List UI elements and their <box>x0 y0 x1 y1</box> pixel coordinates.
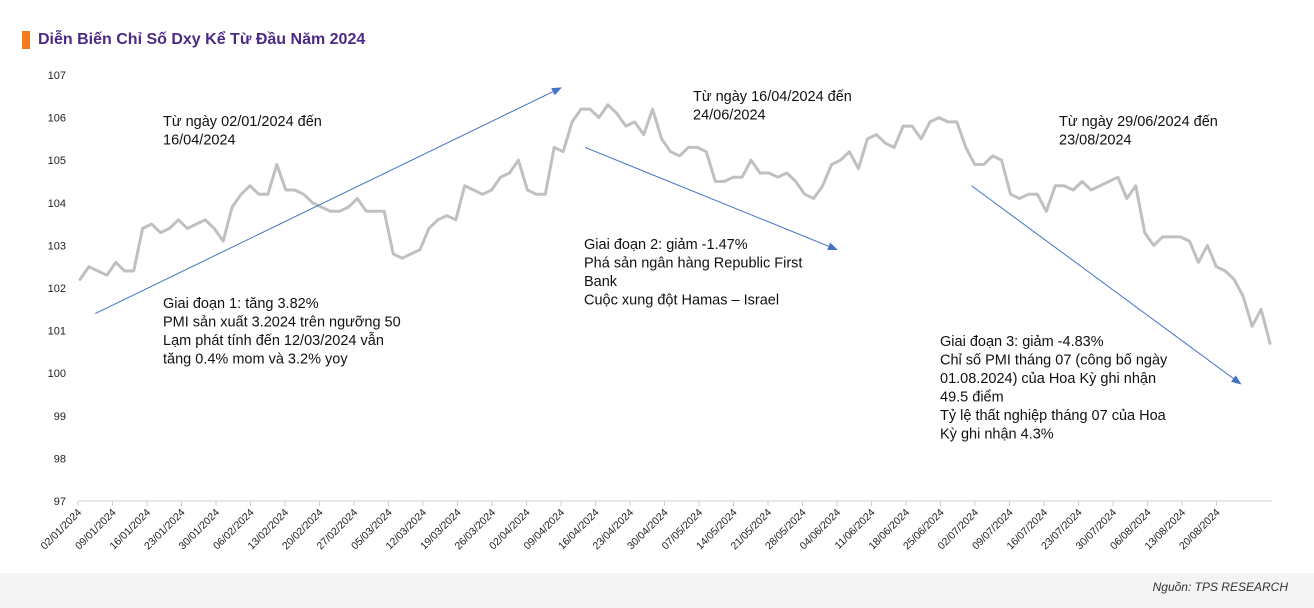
annotation-line: Cuộc xung đột Hamas – Israel <box>584 293 779 309</box>
annotation-line: 01.08.2024) của Hoa Kỳ ghi nhận <box>940 371 1156 387</box>
annotation-line: Giai đoạn 3: giảm -4.83% <box>940 334 1104 350</box>
annotation-line: Từ ngày 02/01/2024 đến <box>163 114 322 130</box>
y-tick-label: 99 <box>54 411 66 423</box>
annotation-line: tăng 0.4% mom và 3.2% yoy <box>163 352 348 368</box>
y-tick-label: 105 <box>48 155 66 167</box>
y-tick-label: 97 <box>54 496 66 508</box>
annotation-line: Kỳ ghi nhận 4.3% <box>940 427 1054 443</box>
y-tick-label: 106 <box>48 113 66 125</box>
annotation-line: 16/04/2024 <box>163 133 236 149</box>
y-tick-label: 103 <box>48 240 66 252</box>
annotation-line: Giai đoạn 1: tăng 3.82% <box>163 296 319 312</box>
series-line-dxy <box>78 103 1272 345</box>
annotation-line: Từ ngày 16/04/2024 đến <box>693 89 852 105</box>
source-note: Nguồn: TPS RESEARCH <box>1152 580 1288 594</box>
annotation-line: Lạm phát tính đến 12/03/2024 vẫn <box>163 332 384 349</box>
annotation-line: Tỷ lệ thất nghiệp tháng 07 của Hoa <box>940 408 1167 424</box>
annotation-line: 24/06/2024 <box>693 108 766 124</box>
annotation-6: Giai đoạn 3: giảm -4.83% Chỉ số PMI tháng… <box>940 334 1168 443</box>
footer-band <box>0 573 1314 608</box>
y-tick-label: 100 <box>48 368 66 380</box>
phase-3-trend-arrow <box>971 185 1242 385</box>
annotation-4: Giai đoạn 1: tăng 3.82% PMI sản xuất 3.20… <box>163 296 401 368</box>
chart-series <box>78 103 1272 345</box>
chart-title-bar: Diễn Biến Chỉ Số Dxy Kể Từ Đầu Năm 2024 <box>22 30 365 50</box>
annotation-line: 23/08/2024 <box>1059 133 1132 149</box>
annotation-line: Giai đoạn 2: giảm -1.47% <box>584 237 748 253</box>
annotation-2: Từ ngày 16/04/2024 đến 24/06/2024 <box>693 89 852 124</box>
annotation-line: Chỉ số PMI tháng 07 (công bố ngày <box>940 353 1168 369</box>
trend-arrows <box>95 87 1242 385</box>
annotation-5: Giai đoạn 2: giảm -1.47% Phá sản ngân hàn… <box>584 237 802 309</box>
title-accent-mark <box>22 31 30 49</box>
annotation-line: Bank <box>584 274 618 290</box>
dxy-line-chart: 97989910010110210310410510610702/01/2024… <box>38 70 1272 552</box>
phase-1-trend-arrow <box>95 87 562 315</box>
chart-title: Diễn Biến Chỉ Số Dxy Kể Từ Đầu Năm 2024 <box>38 31 366 48</box>
y-tick-label: 98 <box>54 453 66 465</box>
annotation-3: Từ ngày 29/06/2024 đến 23/08/2024 <box>1059 114 1218 149</box>
y-tick-label: 107 <box>48 70 66 82</box>
annotation-line: Từ ngày 29/06/2024 đến <box>1059 114 1218 130</box>
annotation-line: 49.5 điểm <box>940 390 1004 406</box>
y-tick-label: 101 <box>48 326 66 338</box>
annotation-1: Từ ngày 02/01/2024 đến 16/04/2024 <box>163 114 322 149</box>
y-tick-label: 104 <box>48 198 66 210</box>
phase-2-trend-arrow <box>584 146 838 251</box>
y-tick-label: 102 <box>48 283 66 295</box>
annotation-line: Phá sản ngân hàng Republic First <box>584 256 802 272</box>
annotation-line: PMI sản xuất 3.2024 trên ngưỡng 50 <box>163 315 401 331</box>
